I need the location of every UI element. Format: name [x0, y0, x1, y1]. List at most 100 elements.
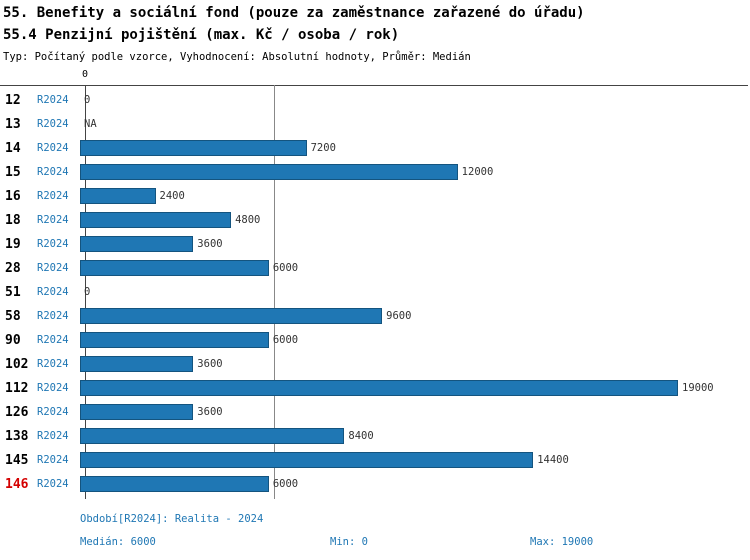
chart-row: 51 R2024 0: [0, 280, 750, 304]
bar-value-label: 3600: [197, 358, 223, 370]
bar-area: 3600: [80, 352, 750, 376]
row-period-label: R2024: [37, 286, 69, 298]
chart-row: 145 R2024 14400: [0, 448, 750, 472]
row-period-label: R2024: [37, 214, 69, 226]
bar: [80, 236, 194, 252]
row-period-label: R2024: [37, 454, 69, 466]
row-period-label: R2024: [37, 478, 69, 490]
bar-value-label: 4800: [235, 214, 261, 226]
row-id-label: 15: [5, 164, 21, 180]
bar-value-label: 0: [84, 94, 91, 106]
chart-row: 138 R2024 8400: [0, 424, 750, 448]
bar-area: 8400: [80, 424, 750, 448]
median-line: [273, 85, 275, 499]
bar-area: 3600: [80, 232, 750, 256]
bar-value-label: 8400: [348, 430, 374, 442]
row-id-label: 18: [5, 212, 21, 228]
bar-value-label: 2400: [159, 190, 185, 202]
bar-value-label: 0: [84, 286, 91, 298]
row-id-label: 28: [5, 260, 21, 276]
bar-value-label: 3600: [197, 406, 223, 418]
row-id-label: 12: [5, 92, 21, 108]
row-id-label: 13: [5, 116, 21, 132]
bar-area: 6000: [80, 472, 750, 496]
bar: [80, 380, 678, 396]
bar-area: 9600: [80, 304, 750, 328]
chart-rows: 12 R2024 0 13 R2024 NA 14 R2024 7200 15 R2024 12000…: [0, 88, 750, 496]
chart-row: 146 R2024 6000: [0, 472, 750, 496]
chart-row: 19 R2024 3600: [0, 232, 750, 256]
row-id-label: 19: [5, 236, 21, 252]
chart-row: 14 R2024 7200: [0, 136, 750, 160]
row-period-label: R2024: [37, 238, 69, 250]
row-period-label: R2024: [37, 358, 69, 370]
row-id-label: 14: [5, 140, 21, 156]
x-axis-zero-tick-label: 0: [82, 69, 89, 80]
row-period-label: R2024: [37, 310, 69, 322]
bar: [80, 332, 269, 348]
row-id-label: 16: [5, 188, 21, 204]
chart-row: 28 R2024 6000: [0, 256, 750, 280]
row-period-label: R2024: [37, 334, 69, 346]
row-id-label: 146: [5, 476, 29, 492]
bar-area: 2400: [80, 184, 750, 208]
row-period-label: R2024: [37, 406, 69, 418]
bar-area: 0: [80, 88, 750, 112]
bar: [80, 260, 269, 276]
bar: [80, 476, 269, 492]
chart-row: 16 R2024 2400: [0, 184, 750, 208]
bar-value-label: 9600: [386, 310, 412, 322]
bar-value-label: 7200: [310, 142, 336, 154]
y-axis-zero-line: [85, 85, 86, 499]
row-period-label: R2024: [37, 262, 69, 274]
bar-value-label: 6000: [272, 334, 299, 346]
row-period-label: R2024: [37, 190, 69, 202]
row-id-label: 90: [5, 332, 21, 348]
row-id-label: 112: [5, 380, 29, 396]
footer-median-label: Medián: 6000: [80, 536, 156, 548]
bar-area: 3600: [80, 400, 750, 424]
chart-meta-line: Typ: Počítaný podle vzorce, Vyhodnocení:…: [3, 51, 471, 63]
row-period-label: R2024: [37, 430, 69, 442]
chart-row: 112 R2024 19000: [0, 376, 750, 400]
bar: [80, 452, 534, 468]
chart-row: 102 R2024 3600: [0, 352, 750, 376]
bar-value-label: 19000: [682, 382, 714, 394]
chart-row: 18 R2024 4800: [0, 208, 750, 232]
row-period-label: R2024: [37, 142, 69, 154]
bar-area: 6000: [80, 256, 750, 280]
chart-row: 90 R2024 6000: [0, 328, 750, 352]
chart-title: 55. Benefity a sociální fond (pouze za z…: [3, 5, 585, 21]
row-id-label: 102: [5, 356, 29, 372]
bar-area: 0: [80, 280, 750, 304]
bar-area: 14400: [80, 448, 750, 472]
bar-area: 19000: [80, 376, 750, 400]
chart-row: 13 R2024 NA: [0, 112, 750, 136]
bar-value-label: 3600: [197, 238, 223, 250]
bar-area: 12000: [80, 160, 750, 184]
bar: [80, 140, 307, 156]
footer-period-label: Období[R2024]: Realita - 2024: [80, 513, 264, 525]
row-period-label: R2024: [37, 118, 69, 130]
chart-row: 126 R2024 3600: [0, 400, 750, 424]
row-period-label: R2024: [37, 166, 69, 178]
row-period-label: R2024: [37, 94, 69, 106]
chart-row: 15 R2024 12000: [0, 160, 750, 184]
bar-value-label: NA: [84, 118, 97, 130]
bar: [80, 188, 156, 204]
bar: [80, 356, 194, 372]
bar: [80, 164, 458, 180]
chart-subtitle-indicator: 55.4 Penzijní pojištění (max. Kč / osoba…: [3, 27, 400, 43]
bar: [80, 212, 232, 228]
bar-area: 4800: [80, 208, 750, 232]
bar-area: 7200: [80, 136, 750, 160]
chart-top-border-line: [0, 85, 748, 86]
bar-value-label: 6000: [272, 262, 299, 274]
footer-min-label: Min: 0: [330, 536, 368, 548]
bar-area: 6000: [80, 328, 750, 352]
bar-area: NA: [80, 112, 750, 136]
row-id-label: 51: [5, 284, 21, 300]
row-id-label: 138: [5, 428, 29, 444]
bar: [80, 404, 194, 420]
